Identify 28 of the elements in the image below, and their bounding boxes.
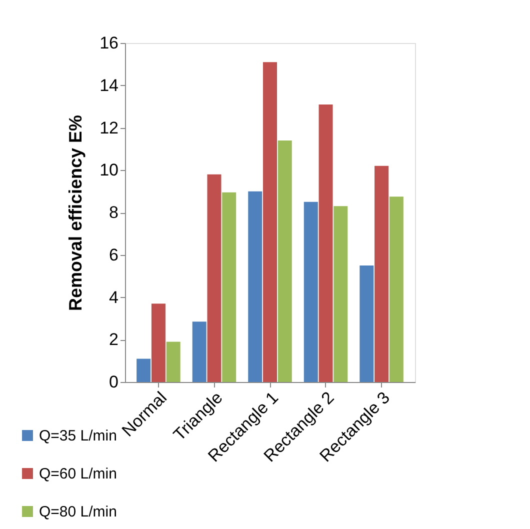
y-tick-label: 8 bbox=[109, 203, 118, 222]
bar bbox=[151, 304, 166, 382]
bar bbox=[304, 202, 318, 382]
legend-label: Q=80 L/min bbox=[39, 504, 117, 520]
bar bbox=[374, 166, 389, 382]
y-axis-title: Removal efficiency E% bbox=[66, 114, 86, 312]
bar bbox=[248, 191, 262, 382]
bar bbox=[263, 62, 277, 382]
y-tick-label: 10 bbox=[100, 160, 118, 180]
bar bbox=[334, 206, 348, 382]
bar bbox=[318, 104, 333, 382]
y-tick-label: 6 bbox=[109, 245, 118, 264]
bar bbox=[192, 322, 206, 382]
bar bbox=[278, 140, 292, 382]
y-tick-label: 12 bbox=[100, 118, 118, 138]
bar bbox=[207, 174, 222, 382]
y-tick-label: 4 bbox=[109, 288, 118, 307]
y-tick-label: 16 bbox=[100, 34, 118, 52]
y-tick-label: 2 bbox=[109, 330, 118, 350]
legend-label: Q=60 L/min bbox=[39, 466, 117, 482]
bar bbox=[389, 196, 404, 382]
bar bbox=[360, 265, 374, 382]
y-tick-label: 14 bbox=[100, 76, 118, 95]
bar bbox=[136, 358, 151, 382]
y-tick-label: 0 bbox=[109, 372, 118, 392]
legend-label: Q=35 L/min bbox=[39, 428, 117, 444]
bar bbox=[222, 192, 236, 382]
bar bbox=[166, 342, 180, 382]
